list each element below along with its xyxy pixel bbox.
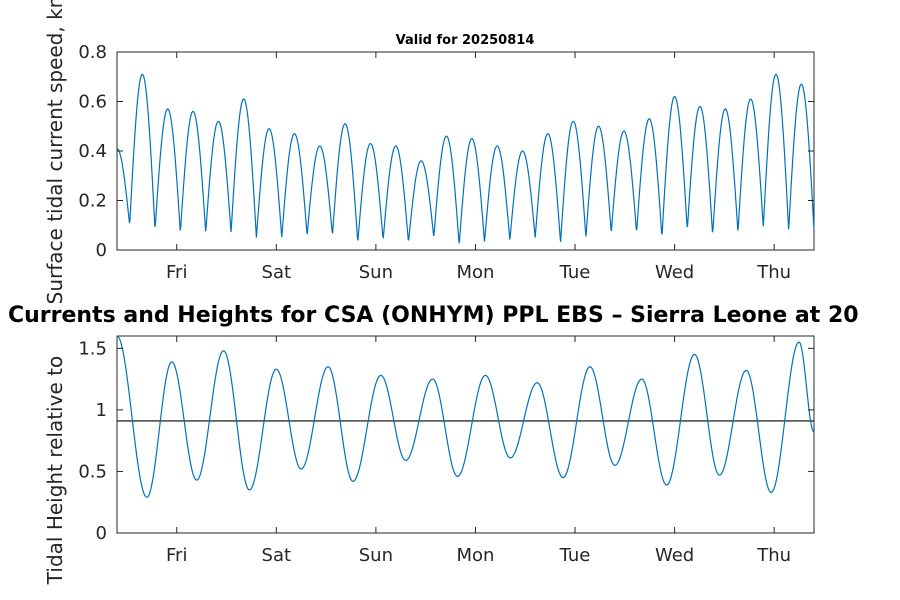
- speed-ytick-label: 0.2: [78, 191, 107, 212]
- height-ytick-label: 0.5: [78, 461, 107, 482]
- speed-xtick-label: Sat: [262, 262, 292, 283]
- main-title: Currents and Heights for CSA (ONHYM) PPL…: [8, 303, 859, 328]
- height-plot: 0 0.5 1 1.5 Fri Sat Sun Mon Tue Wed Thu Tidal Hei…: [43, 335, 815, 585]
- height-xtick-label: Sat: [262, 545, 292, 566]
- speed-ytick-label: 0.8: [78, 42, 107, 63]
- speed-xtick-label: Wed: [655, 262, 694, 283]
- height-ytick-label: 1: [96, 400, 107, 421]
- speed-plot-area: [116, 51, 815, 251]
- height-ytick-label: 0: [96, 523, 107, 544]
- speed-series-line: [116, 73, 815, 244]
- speed-ytick-label: 0.6: [78, 92, 107, 113]
- height-plot-area: [116, 335, 815, 534]
- height-xtick-label: Tue: [559, 545, 591, 566]
- speed-xtick-label: Sun: [359, 262, 393, 283]
- speed-plot: 0 0.2 0.4 0.6 0.8 Fri Sat Sun Mon Tue Wed Thu Vali…: [43, 0, 815, 304]
- speed-xtick-label: Mon: [456, 262, 494, 283]
- height-xtick-label: Mon: [456, 545, 494, 566]
- height-ytick-label: 1.5: [78, 338, 107, 359]
- height-xtick-label: Wed: [655, 545, 694, 566]
- height-xtick-label: Sun: [359, 545, 393, 566]
- height-series-line: [116, 335, 815, 498]
- speed-xtick-label: Fri: [166, 262, 187, 283]
- speed-xtick-label: Thu: [756, 262, 791, 283]
- height-xtick-label: Thu: [756, 545, 791, 566]
- speed-ytick-label: 0: [96, 240, 107, 261]
- height-xtick-label: Fri: [166, 545, 187, 566]
- speed-y-axis-label: Surface tidal current speed, kn: [43, 0, 67, 304]
- speed-ytick-label: 0.4: [78, 141, 107, 162]
- height-y-axis-label: Tidal Height relative to: [43, 356, 67, 585]
- speed-xtick-label: Tue: [559, 262, 591, 283]
- speed-plot-title: Valid for 20250814: [396, 33, 535, 48]
